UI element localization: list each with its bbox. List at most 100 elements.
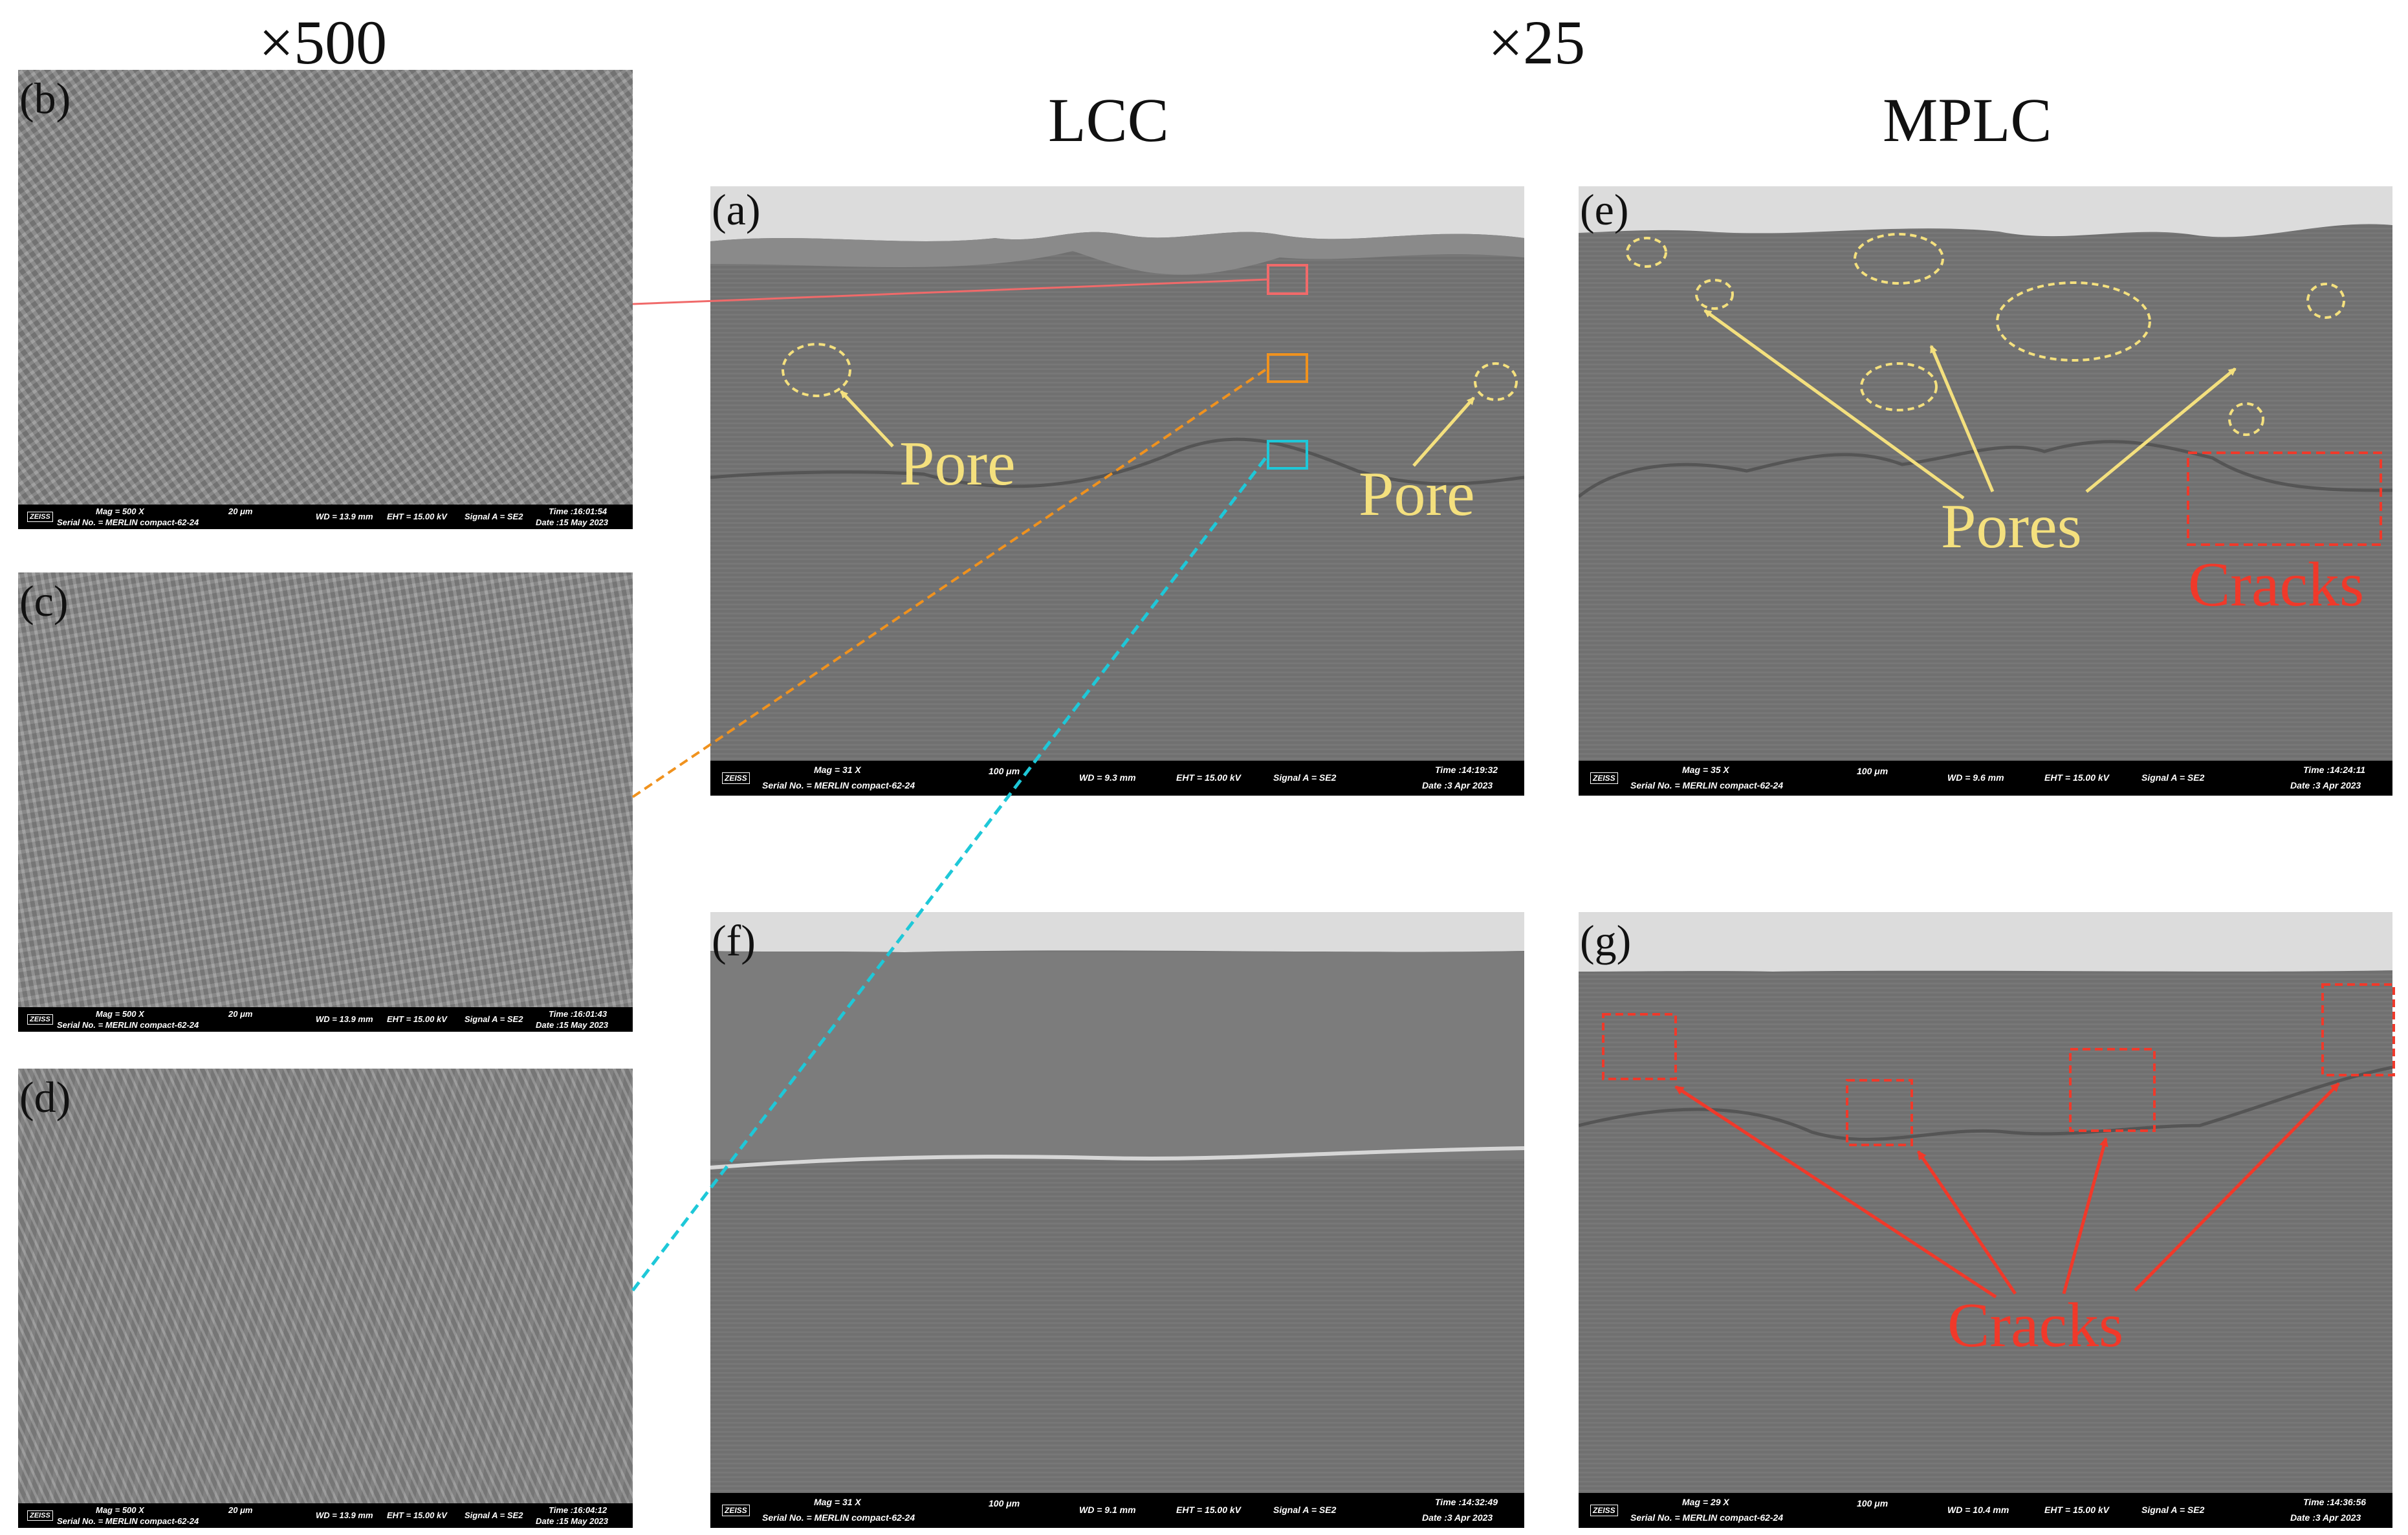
wd-readout: WD = 13.9 mm xyxy=(316,1014,373,1024)
sem-panel-g: ZEISS Mag = 29 X Serial No. = MERLIN com… xyxy=(1579,912,2392,1528)
crack-box xyxy=(1602,1013,1677,1080)
panel-label-e: (e) xyxy=(1580,185,1629,234)
panel-label-d: (d) xyxy=(19,1072,71,1122)
date-readout: Date :15 May 2023 xyxy=(536,1020,609,1030)
pore-label-right: Pore xyxy=(1359,459,1475,529)
serial-readout: Serial No. = MERLIN compact-62-24 xyxy=(1630,1512,1784,1523)
pore-circle xyxy=(1695,279,1734,310)
serial-readout: Serial No. = MERLIN compact-62-24 xyxy=(1630,780,1784,790)
signal-readout: Signal A = SE2 xyxy=(2141,772,2205,783)
crack-box xyxy=(2069,1048,2156,1132)
mag-readout: Mag = 31 X xyxy=(814,1497,861,1507)
panel-e-drawing xyxy=(1579,186,2392,498)
mag-readout: Mag = 35 X xyxy=(1682,765,1729,775)
panel-label-g: (g) xyxy=(1580,916,1632,965)
crack-box xyxy=(2321,983,2395,1076)
signal-readout: Signal A = SE2 xyxy=(1273,1505,1337,1515)
date-readout: Date :3 Apr 2023 xyxy=(2290,1512,2361,1523)
clad-track-boundary xyxy=(710,437,1524,488)
mag-readout: Mag = 500 X xyxy=(96,1009,144,1019)
panel-label-c: (c) xyxy=(19,576,69,626)
pore-circle xyxy=(2306,283,2345,319)
pore-circle-right xyxy=(1474,362,1518,401)
panel-g-drawing xyxy=(1579,912,2392,1141)
signal-readout: Signal A = SE2 xyxy=(465,1014,523,1024)
selection-box-middle xyxy=(1267,353,1308,383)
surface-region xyxy=(1579,912,2392,972)
cracks-arrow xyxy=(2134,1082,2340,1292)
scale-bar-label: 100 μm xyxy=(1857,1498,1888,1508)
surface-region xyxy=(710,912,1524,952)
panel-label-a: (a) xyxy=(712,185,761,234)
signal-readout: Signal A = SE2 xyxy=(1273,772,1337,783)
pore-arrow-left xyxy=(840,390,894,448)
zeiss-logo: ZEISS xyxy=(27,512,53,522)
mag-readout: Mag = 500 X xyxy=(96,1505,144,1515)
cross-section-texture xyxy=(1579,912,2392,1528)
time-readout: Time :14:24:11 xyxy=(2303,765,2365,775)
pores-arrow xyxy=(1703,309,1965,500)
panel-label-f: (f) xyxy=(712,916,756,965)
eht-readout: EHT = 15.00 kV xyxy=(2044,1505,2110,1515)
sem-info-bar: ZEISS Mag = 500 X Serial No. = MERLIN co… xyxy=(18,1007,633,1032)
time-readout: Time :16:04:12 xyxy=(549,1505,607,1515)
signal-readout: Signal A = SE2 xyxy=(2141,1505,2205,1515)
crack-box xyxy=(2187,452,2382,546)
serial-readout: Serial No. = MERLIN compact-62-24 xyxy=(57,1020,199,1030)
wd-readout: WD = 9.6 mm xyxy=(1947,772,2004,783)
column-header-mplc: MPLC xyxy=(1883,85,2052,155)
sem-panel-d: ZEISS Mag = 500 X Serial No. = MERLIN co… xyxy=(18,1069,633,1528)
pores-label: Pores xyxy=(1941,492,2082,561)
magnification-500-header: ×500 xyxy=(259,8,388,77)
sem-info-bar: ZEISS Mag = 31 X Serial No. = MERLIN com… xyxy=(710,1493,1524,1528)
wd-readout: WD = 13.9 mm xyxy=(316,1510,373,1520)
scale-bar-label: 100 μm xyxy=(1857,766,1888,776)
serial-readout: Serial No. = MERLIN compact-62-24 xyxy=(57,517,199,527)
eht-readout: EHT = 15.00 kV xyxy=(387,1014,447,1024)
pore-circle xyxy=(1626,237,1667,268)
sem-info-bar: ZEISS Mag = 31 X Serial No. = MERLIN com… xyxy=(710,761,1524,796)
pore-circle xyxy=(2228,402,2264,436)
sem-panel-b: ZEISS Mag = 500 X Serial No. = MERLIN co… xyxy=(18,70,633,529)
date-readout: Date :3 Apr 2023 xyxy=(1422,1512,1493,1523)
microstructure-texture xyxy=(18,1069,633,1528)
cracks-arrow xyxy=(2062,1137,2108,1294)
pores-arrow xyxy=(2085,367,2237,493)
pores-arrow xyxy=(1929,345,1995,492)
zeiss-logo: ZEISS xyxy=(722,772,750,784)
zeiss-logo: ZEISS xyxy=(722,1505,750,1516)
cracks-arrow xyxy=(1916,1150,2017,1295)
cross-section-texture xyxy=(1579,186,2392,796)
cross-section-texture xyxy=(710,186,1524,796)
time-readout: Time :14:36:56 xyxy=(2303,1497,2367,1507)
sem-panel-c: ZEISS Mag = 500 X Serial No. = MERLIN co… xyxy=(18,572,633,1032)
wd-readout: WD = 13.9 mm xyxy=(316,512,373,521)
sem-info-bar: ZEISS Mag = 500 X Serial No. = MERLIN co… xyxy=(18,505,633,529)
signal-readout: Signal A = SE2 xyxy=(465,1510,523,1520)
eht-readout: EHT = 15.00 kV xyxy=(387,512,447,521)
date-readout: Date :3 Apr 2023 xyxy=(2290,780,2361,790)
serial-readout: Serial No. = MERLIN compact-62-24 xyxy=(762,1512,915,1523)
microstructure-texture xyxy=(18,572,633,1032)
magnification-25-header: ×25 xyxy=(1488,8,1586,77)
scale-bar-label: 20 μm xyxy=(228,1009,253,1019)
selection-box-top xyxy=(1267,264,1308,295)
eht-readout: EHT = 15.00 kV xyxy=(387,1510,447,1520)
cracks-label-e: Cracks xyxy=(2188,550,2365,620)
wd-readout: WD = 9.3 mm xyxy=(1079,772,1136,783)
zeiss-logo: ZEISS xyxy=(1590,1505,1618,1516)
eht-readout: EHT = 15.00 kV xyxy=(2044,772,2110,783)
date-readout: Date :15 May 2023 xyxy=(536,1516,609,1526)
pore-circle xyxy=(1860,362,1938,411)
cracks-label-g: Cracks xyxy=(1947,1290,2124,1360)
sem-panel-f: ZEISS Mag = 31 X Serial No. = MERLIN com… xyxy=(710,912,1524,1528)
microstructure-texture xyxy=(18,70,633,529)
mag-readout: Mag = 29 X xyxy=(1682,1497,1729,1507)
eht-readout: EHT = 15.00 kV xyxy=(1176,772,1242,783)
scale-bar-label: 20 μm xyxy=(228,506,253,516)
surface-region xyxy=(1579,186,2392,237)
zeiss-logo: ZEISS xyxy=(1590,772,1618,784)
selection-box-bottom xyxy=(1267,440,1308,470)
surface-region xyxy=(710,186,1524,241)
